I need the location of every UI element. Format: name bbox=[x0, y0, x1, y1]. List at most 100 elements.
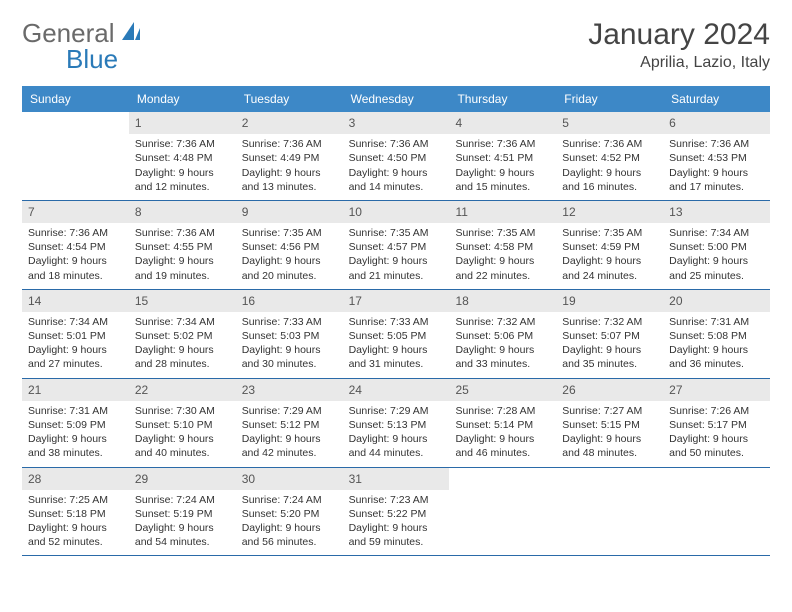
weekday-header: Saturday bbox=[663, 86, 770, 112]
sunset-text: Sunset: 4:53 PM bbox=[669, 151, 764, 165]
day-cell: 11Sunrise: 7:35 AMSunset: 4:58 PMDayligh… bbox=[449, 201, 556, 289]
day-body: Sunrise: 7:27 AMSunset: 5:15 PMDaylight:… bbox=[556, 401, 663, 467]
day-body: Sunrise: 7:34 AMSunset: 5:02 PMDaylight:… bbox=[129, 312, 236, 378]
day-number: 13 bbox=[663, 201, 770, 223]
day-number: 24 bbox=[343, 379, 450, 401]
day-body: Sunrise: 7:29 AMSunset: 5:12 PMDaylight:… bbox=[236, 401, 343, 467]
sunrise-text: Sunrise: 7:31 AM bbox=[28, 404, 123, 418]
sunrise-text: Sunrise: 7:36 AM bbox=[242, 137, 337, 151]
sunset-text: Sunset: 4:52 PM bbox=[562, 151, 657, 165]
daylight-text: Daylight: 9 hours and 12 minutes. bbox=[135, 166, 230, 194]
week-row: 28Sunrise: 7:25 AMSunset: 5:18 PMDayligh… bbox=[22, 468, 770, 557]
sunset-text: Sunset: 5:15 PM bbox=[562, 418, 657, 432]
day-number: 15 bbox=[129, 290, 236, 312]
daylight-text: Daylight: 9 hours and 48 minutes. bbox=[562, 432, 657, 460]
daylight-text: Daylight: 9 hours and 50 minutes. bbox=[669, 432, 764, 460]
week-row: 14Sunrise: 7:34 AMSunset: 5:01 PMDayligh… bbox=[22, 290, 770, 379]
sunset-text: Sunset: 4:48 PM bbox=[135, 151, 230, 165]
day-body: Sunrise: 7:30 AMSunset: 5:10 PMDaylight:… bbox=[129, 401, 236, 467]
sunrise-text: Sunrise: 7:34 AM bbox=[28, 315, 123, 329]
day-cell: 17Sunrise: 7:33 AMSunset: 5:05 PMDayligh… bbox=[343, 290, 450, 378]
sunset-text: Sunset: 5:08 PM bbox=[669, 329, 764, 343]
day-cell: 27Sunrise: 7:26 AMSunset: 5:17 PMDayligh… bbox=[663, 379, 770, 467]
sunset-text: Sunset: 5:19 PM bbox=[135, 507, 230, 521]
sunset-text: Sunset: 4:51 PM bbox=[455, 151, 550, 165]
daylight-text: Daylight: 9 hours and 31 minutes. bbox=[349, 343, 444, 371]
day-number: 14 bbox=[22, 290, 129, 312]
day-body bbox=[22, 134, 129, 194]
day-body bbox=[556, 490, 663, 550]
day-cell: 18Sunrise: 7:32 AMSunset: 5:06 PMDayligh… bbox=[449, 290, 556, 378]
daylight-text: Daylight: 9 hours and 35 minutes. bbox=[562, 343, 657, 371]
day-body: Sunrise: 7:35 AMSunset: 4:56 PMDaylight:… bbox=[236, 223, 343, 289]
day-cell: 30Sunrise: 7:24 AMSunset: 5:20 PMDayligh… bbox=[236, 468, 343, 556]
day-cell: 3Sunrise: 7:36 AMSunset: 4:50 PMDaylight… bbox=[343, 112, 450, 200]
sunset-text: Sunset: 4:55 PM bbox=[135, 240, 230, 254]
sunrise-text: Sunrise: 7:34 AM bbox=[135, 315, 230, 329]
day-body: Sunrise: 7:31 AMSunset: 5:09 PMDaylight:… bbox=[22, 401, 129, 467]
day-body: Sunrise: 7:34 AMSunset: 5:00 PMDaylight:… bbox=[663, 223, 770, 289]
sunrise-text: Sunrise: 7:33 AM bbox=[349, 315, 444, 329]
day-body bbox=[663, 490, 770, 550]
day-number: 25 bbox=[449, 379, 556, 401]
daylight-text: Daylight: 9 hours and 16 minutes. bbox=[562, 166, 657, 194]
daylight-text: Daylight: 9 hours and 17 minutes. bbox=[669, 166, 764, 194]
day-cell: 23Sunrise: 7:29 AMSunset: 5:12 PMDayligh… bbox=[236, 379, 343, 467]
day-number: 31 bbox=[343, 468, 450, 490]
day-cell: 1Sunrise: 7:36 AMSunset: 4:48 PMDaylight… bbox=[129, 112, 236, 200]
sunrise-text: Sunrise: 7:36 AM bbox=[455, 137, 550, 151]
day-body: Sunrise: 7:24 AMSunset: 5:19 PMDaylight:… bbox=[129, 490, 236, 556]
day-body: Sunrise: 7:33 AMSunset: 5:03 PMDaylight:… bbox=[236, 312, 343, 378]
sunset-text: Sunset: 5:12 PM bbox=[242, 418, 337, 432]
sunrise-text: Sunrise: 7:24 AM bbox=[135, 493, 230, 507]
day-body: Sunrise: 7:36 AMSunset: 4:50 PMDaylight:… bbox=[343, 134, 450, 200]
day-cell: 7Sunrise: 7:36 AMSunset: 4:54 PMDaylight… bbox=[22, 201, 129, 289]
sunrise-text: Sunrise: 7:31 AM bbox=[669, 315, 764, 329]
day-cell: 25Sunrise: 7:28 AMSunset: 5:14 PMDayligh… bbox=[449, 379, 556, 467]
day-number: 4 bbox=[449, 112, 556, 134]
day-number: 8 bbox=[129, 201, 236, 223]
day-cell bbox=[22, 112, 129, 200]
day-cell: 29Sunrise: 7:24 AMSunset: 5:19 PMDayligh… bbox=[129, 468, 236, 556]
sunrise-text: Sunrise: 7:35 AM bbox=[349, 226, 444, 240]
day-body: Sunrise: 7:36 AMSunset: 4:54 PMDaylight:… bbox=[22, 223, 129, 289]
daylight-text: Daylight: 9 hours and 52 minutes. bbox=[28, 521, 123, 549]
header: General Blue January 2024 Aprilia, Lazio… bbox=[22, 18, 770, 72]
day-cell: 31Sunrise: 7:23 AMSunset: 5:22 PMDayligh… bbox=[343, 468, 450, 556]
sunrise-text: Sunrise: 7:35 AM bbox=[562, 226, 657, 240]
day-body: Sunrise: 7:32 AMSunset: 5:06 PMDaylight:… bbox=[449, 312, 556, 378]
sunrise-text: Sunrise: 7:36 AM bbox=[562, 137, 657, 151]
daylight-text: Daylight: 9 hours and 38 minutes. bbox=[28, 432, 123, 460]
day-number: 19 bbox=[556, 290, 663, 312]
day-cell: 2Sunrise: 7:36 AMSunset: 4:49 PMDaylight… bbox=[236, 112, 343, 200]
day-cell bbox=[449, 468, 556, 556]
sunset-text: Sunset: 4:54 PM bbox=[28, 240, 123, 254]
day-cell: 24Sunrise: 7:29 AMSunset: 5:13 PMDayligh… bbox=[343, 379, 450, 467]
sunrise-text: Sunrise: 7:32 AM bbox=[455, 315, 550, 329]
day-cell: 22Sunrise: 7:30 AMSunset: 5:10 PMDayligh… bbox=[129, 379, 236, 467]
daylight-text: Daylight: 9 hours and 40 minutes. bbox=[135, 432, 230, 460]
sunset-text: Sunset: 5:17 PM bbox=[669, 418, 764, 432]
daylight-text: Daylight: 9 hours and 18 minutes. bbox=[28, 254, 123, 282]
weekday-header: Friday bbox=[556, 86, 663, 112]
day-number: 6 bbox=[663, 112, 770, 134]
day-body: Sunrise: 7:26 AMSunset: 5:17 PMDaylight:… bbox=[663, 401, 770, 467]
day-cell: 10Sunrise: 7:35 AMSunset: 4:57 PMDayligh… bbox=[343, 201, 450, 289]
sunset-text: Sunset: 4:59 PM bbox=[562, 240, 657, 254]
sunset-text: Sunset: 5:20 PM bbox=[242, 507, 337, 521]
day-cell: 19Sunrise: 7:32 AMSunset: 5:07 PMDayligh… bbox=[556, 290, 663, 378]
day-body: Sunrise: 7:36 AMSunset: 4:51 PMDaylight:… bbox=[449, 134, 556, 200]
day-number: 17 bbox=[343, 290, 450, 312]
day-body: Sunrise: 7:23 AMSunset: 5:22 PMDaylight:… bbox=[343, 490, 450, 556]
week-row: 21Sunrise: 7:31 AMSunset: 5:09 PMDayligh… bbox=[22, 379, 770, 468]
day-number: 29 bbox=[129, 468, 236, 490]
day-number: 12 bbox=[556, 201, 663, 223]
day-body: Sunrise: 7:36 AMSunset: 4:52 PMDaylight:… bbox=[556, 134, 663, 200]
sunrise-text: Sunrise: 7:36 AM bbox=[669, 137, 764, 151]
day-number: 21 bbox=[22, 379, 129, 401]
sunrise-text: Sunrise: 7:29 AM bbox=[242, 404, 337, 418]
day-cell: 20Sunrise: 7:31 AMSunset: 5:08 PMDayligh… bbox=[663, 290, 770, 378]
day-body: Sunrise: 7:35 AMSunset: 4:57 PMDaylight:… bbox=[343, 223, 450, 289]
day-cell: 8Sunrise: 7:36 AMSunset: 4:55 PMDaylight… bbox=[129, 201, 236, 289]
day-number: 20 bbox=[663, 290, 770, 312]
